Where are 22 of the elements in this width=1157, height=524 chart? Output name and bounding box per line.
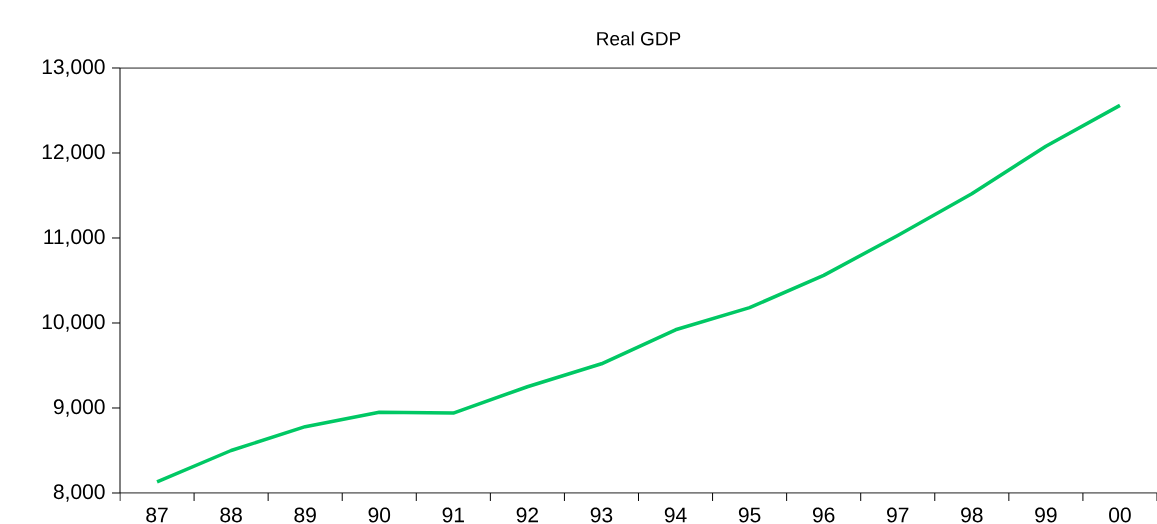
- x-tick-label: 97: [887, 507, 909, 523]
- x-tick-label: 88: [220, 507, 242, 523]
- x-tick-label: 91: [442, 507, 464, 523]
- y-tick-label: 9,000: [53, 399, 105, 417]
- x-tick-label: 95: [738, 507, 761, 523]
- y-tick-label: 10,000: [42, 314, 105, 332]
- x-tick-label: 90: [368, 507, 391, 523]
- x-tick-label: 92: [516, 507, 539, 523]
- y-tick-label: 8,000: [53, 484, 105, 502]
- y-tick-label: 12,000: [42, 144, 105, 162]
- x-tick-label: 93: [590, 507, 613, 523]
- x-tick-label: 98: [961, 507, 983, 523]
- y-tick-label: 13,000: [42, 59, 105, 77]
- x-tick-label: 89: [294, 507, 316, 523]
- chart-title: Real GDP: [597, 31, 681, 46]
- x-tick-label: 99: [1035, 507, 1057, 523]
- line-series: [155, 103, 1122, 484]
- x-tick-label: 94: [664, 507, 687, 523]
- x-tick-label: 00: [1109, 507, 1131, 523]
- x-tick-label: 96: [812, 507, 835, 523]
- x-tick-label: 87: [146, 507, 168, 523]
- y-tick-label: 11,000: [44, 229, 105, 247]
